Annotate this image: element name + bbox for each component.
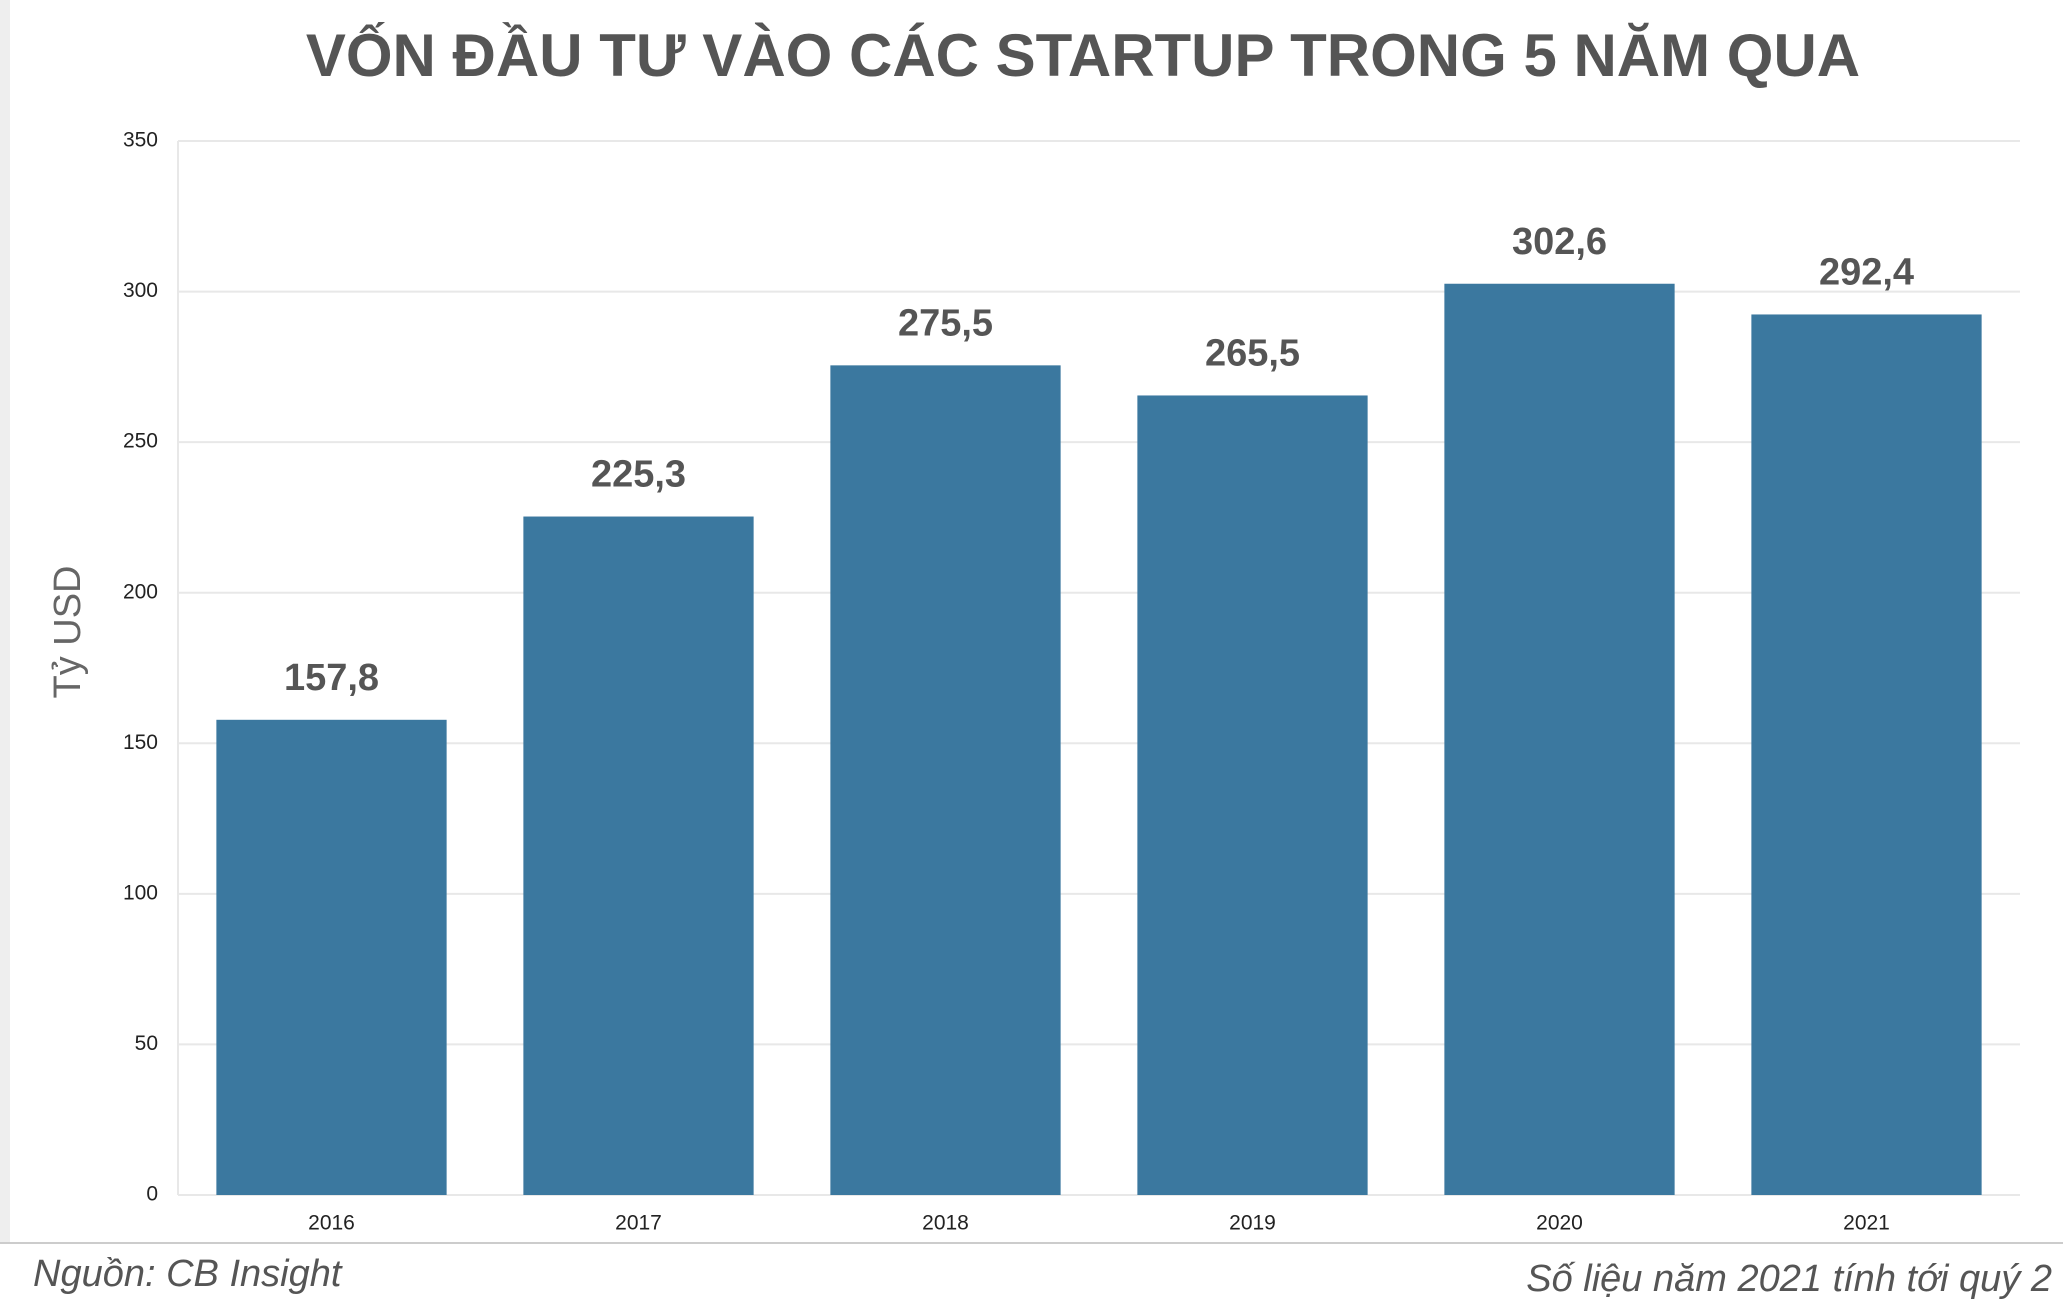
data-label: 302,6 (1512, 221, 1607, 263)
data-label: 265,5 (1205, 332, 1300, 374)
y-tick-label: 200 (123, 580, 158, 603)
source-note: Nguồn: CB Insight (33, 1253, 343, 1295)
bar (1444, 283, 1675, 1195)
footnote: Số liệu năm 2021 tính tới quý 2 (1526, 1258, 2052, 1300)
y-tick-label: 50 (135, 1032, 158, 1055)
x-tick-label: 2019 (1229, 1212, 1276, 1235)
bar (216, 719, 447, 1195)
x-tick-label: 2020 (1536, 1212, 1583, 1235)
y-tick-label: 100 (123, 881, 158, 904)
y-tick-label: 350 (123, 129, 158, 152)
bar (523, 516, 754, 1195)
y-tick-label: 150 (123, 731, 158, 754)
bar (830, 365, 1061, 1195)
data-label: 157,8 (284, 657, 379, 699)
y-tick-label: 300 (123, 279, 158, 302)
x-tick-label: 2016 (308, 1212, 355, 1235)
y-tick-label: 0 (146, 1183, 158, 1206)
y-axis-label: Tỷ USD (47, 566, 89, 699)
data-label: 292,4 (1819, 251, 1914, 293)
x-tick-label: 2018 (922, 1212, 969, 1235)
bar (1751, 314, 1982, 1196)
left-strip (0, 0, 10, 1242)
data-label: 225,3 (591, 454, 686, 496)
bar (1137, 395, 1368, 1196)
chart-title: VỐN ĐẦU TƯ VÀO CÁC STARTUP TRONG 5 NĂM Q… (306, 22, 1860, 89)
data-label: 275,5 (898, 302, 993, 344)
x-tick-label: 2017 (615, 1212, 662, 1235)
x-tick-label: 2021 (1843, 1212, 1890, 1235)
y-tick-label: 250 (123, 430, 158, 453)
